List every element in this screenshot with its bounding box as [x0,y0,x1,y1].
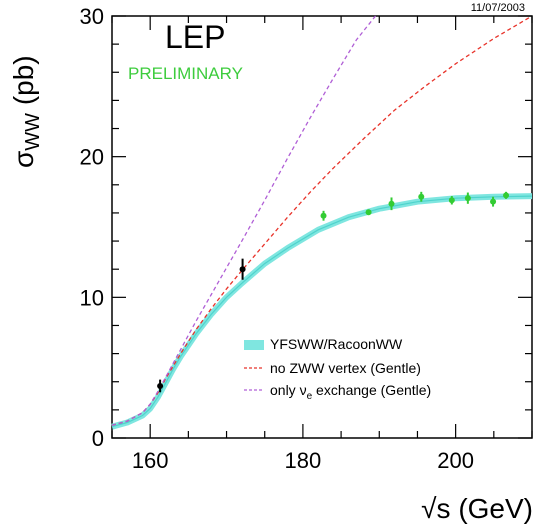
data-point [490,198,497,205]
legend-label-no-zww: no ZWW vertex (Gentle) [270,360,421,376]
experiment-label: LEP [165,19,225,55]
preliminary-label: PRELIMINARY [128,64,243,83]
x-axis-label: √s (GeV) [421,493,533,524]
y-tick-label: 10 [80,285,104,310]
data-point [448,197,455,204]
series-band-centre [111,195,533,428]
legend-swatch-band [244,340,264,350]
plot-frame [111,15,533,439]
legend-nu: ν [300,382,307,398]
data-point [365,209,372,216]
data-point [418,193,425,200]
data-point [503,192,510,199]
y-axis-unit: (pb) [8,55,39,113]
x-tick-label: 180 [285,448,322,473]
legend-label-only-nu: only νe exchange (Gentle) [270,382,431,402]
legend-nu-sub: e [307,391,313,402]
y-axis-sigma: σ [8,150,39,168]
data-point [464,195,471,202]
data-point [239,266,246,273]
series-only-nu [111,15,377,426]
data-point [388,200,395,207]
y-tick-label: 20 [80,145,104,170]
date-stamp: 11/07/2003 [470,2,525,14]
y-axis-label: σWW (pb) [8,48,44,168]
x-tick-label: 200 [437,448,474,473]
legend-label-band: YFSWW/RacoonWW [270,336,403,352]
y-tick-label: 0 [92,426,104,451]
data-point [320,212,327,219]
x-tick-label: 160 [132,448,169,473]
legend-text-rest: exchange (Gentle) [312,382,431,398]
legend-text: only [270,382,300,398]
data-point [157,382,164,389]
y-axis-subscript: WW [22,112,44,151]
y-tick-label: 30 [80,4,104,29]
